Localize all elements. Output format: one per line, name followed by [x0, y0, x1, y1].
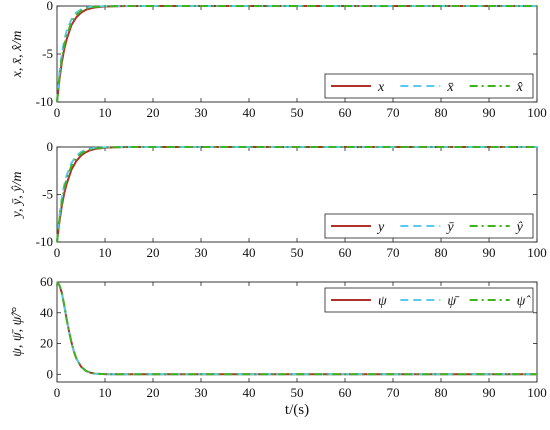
x-tick-label: 30 — [195, 245, 208, 260]
x-axis-label: t/(s) — [285, 402, 309, 418]
x-tick-label: 10 — [99, 385, 112, 400]
y-tick-label: 0 — [47, 139, 54, 154]
legend-label-2: ȳ — [445, 220, 454, 235]
x-tick-label: 70 — [387, 105, 400, 120]
x-tick-label: 40 — [243, 105, 256, 120]
x-tick-label: 10 — [99, 245, 112, 260]
x-tick-label: 40 — [243, 245, 256, 260]
subplot-2: 0 10 20 30 40 50 60 70 80 90 100 -10 -5 0 y, ȳ, ŷ/m y ȳ ŷ — [10, 139, 547, 260]
legend-label-1: ψ — [378, 294, 387, 309]
x-tick-label: 10 — [99, 105, 112, 120]
x-tick-label: 20 — [147, 385, 160, 400]
y-axis-label: y, ȳ, ŷ/m — [10, 172, 25, 220]
x-tick-label: 70 — [387, 245, 400, 260]
subplot-3: 0 10 20 30 40 50 60 70 80 90 100 0 20 40 60 ψ, ψ̄, ψ̂/°… — [10, 274, 547, 418]
x-tick-label: 20 — [147, 105, 160, 120]
y-tick-label: 40 — [40, 305, 53, 320]
series-line-3 — [56, 5, 537, 103]
x-tick-label: 100 — [527, 385, 547, 400]
y-tick-label: -10 — [36, 94, 53, 109]
x-tick-label: 70 — [387, 385, 400, 400]
legend-label-3: ŷ — [515, 220, 524, 235]
x-tick-label: 80 — [435, 105, 448, 120]
legend-label-1: x — [377, 80, 385, 95]
x-tick-label: 90 — [483, 105, 496, 120]
x-tick-label: 50 — [291, 245, 304, 260]
legend-label-3: x̂ — [516, 80, 524, 95]
y-axis-label: x, x̄, x̂/m — [10, 31, 25, 79]
x-tick-label: 50 — [291, 385, 304, 400]
x-tick-label: 90 — [483, 245, 496, 260]
x-tick-label: 100 — [527, 245, 547, 260]
legend: x x̄ x̂ — [324, 73, 534, 99]
y-tick-label: 0 — [47, 366, 54, 381]
x-tick-label: 60 — [339, 385, 352, 400]
series-line-2 — [56, 5, 537, 103]
x-tick-label: 90 — [483, 385, 496, 400]
series-line-3 — [56, 281, 537, 376]
x-tick-label: 50 — [291, 105, 304, 120]
x-tick-label: 0 — [54, 245, 61, 260]
y-tick-label: 20 — [40, 336, 53, 351]
legend-label-1: y — [376, 220, 385, 235]
x-tick-label: 30 — [195, 105, 208, 120]
legend: ψ ψ̄ ψ̂ — [324, 287, 534, 313]
x-tick-label: 80 — [435, 245, 448, 260]
y-axis-label: ψ, ψ̄, ψ̂/° — [10, 307, 25, 357]
series-line-3 — [56, 146, 537, 243]
subplot-1: 0 10 20 30 40 50 60 70 80 90 100 -10 -5 0 x, x̄, x̂/m x… — [10, 0, 547, 120]
y-tick-label: -5 — [42, 187, 53, 202]
x-tick-label: 80 — [435, 385, 448, 400]
x-tick-label: 20 — [147, 245, 160, 260]
x-tick-label: 100 — [527, 105, 547, 120]
x-tick-label: 30 — [195, 385, 208, 400]
y-tick-label: -10 — [36, 234, 53, 249]
y-tick-label: 0 — [47, 0, 54, 13]
x-tick-label: 60 — [339, 245, 352, 260]
x-tick-label: 0 — [54, 105, 61, 120]
x-tick-label: 40 — [243, 385, 256, 400]
y-tick-label: 60 — [40, 274, 53, 289]
x-tick-label: 0 — [54, 385, 61, 400]
series-line-1 — [56, 5, 537, 103]
legend-label-2: x̄ — [446, 80, 454, 95]
y-tick-label: -5 — [42, 46, 53, 61]
x-tick-label: 60 — [339, 105, 352, 120]
